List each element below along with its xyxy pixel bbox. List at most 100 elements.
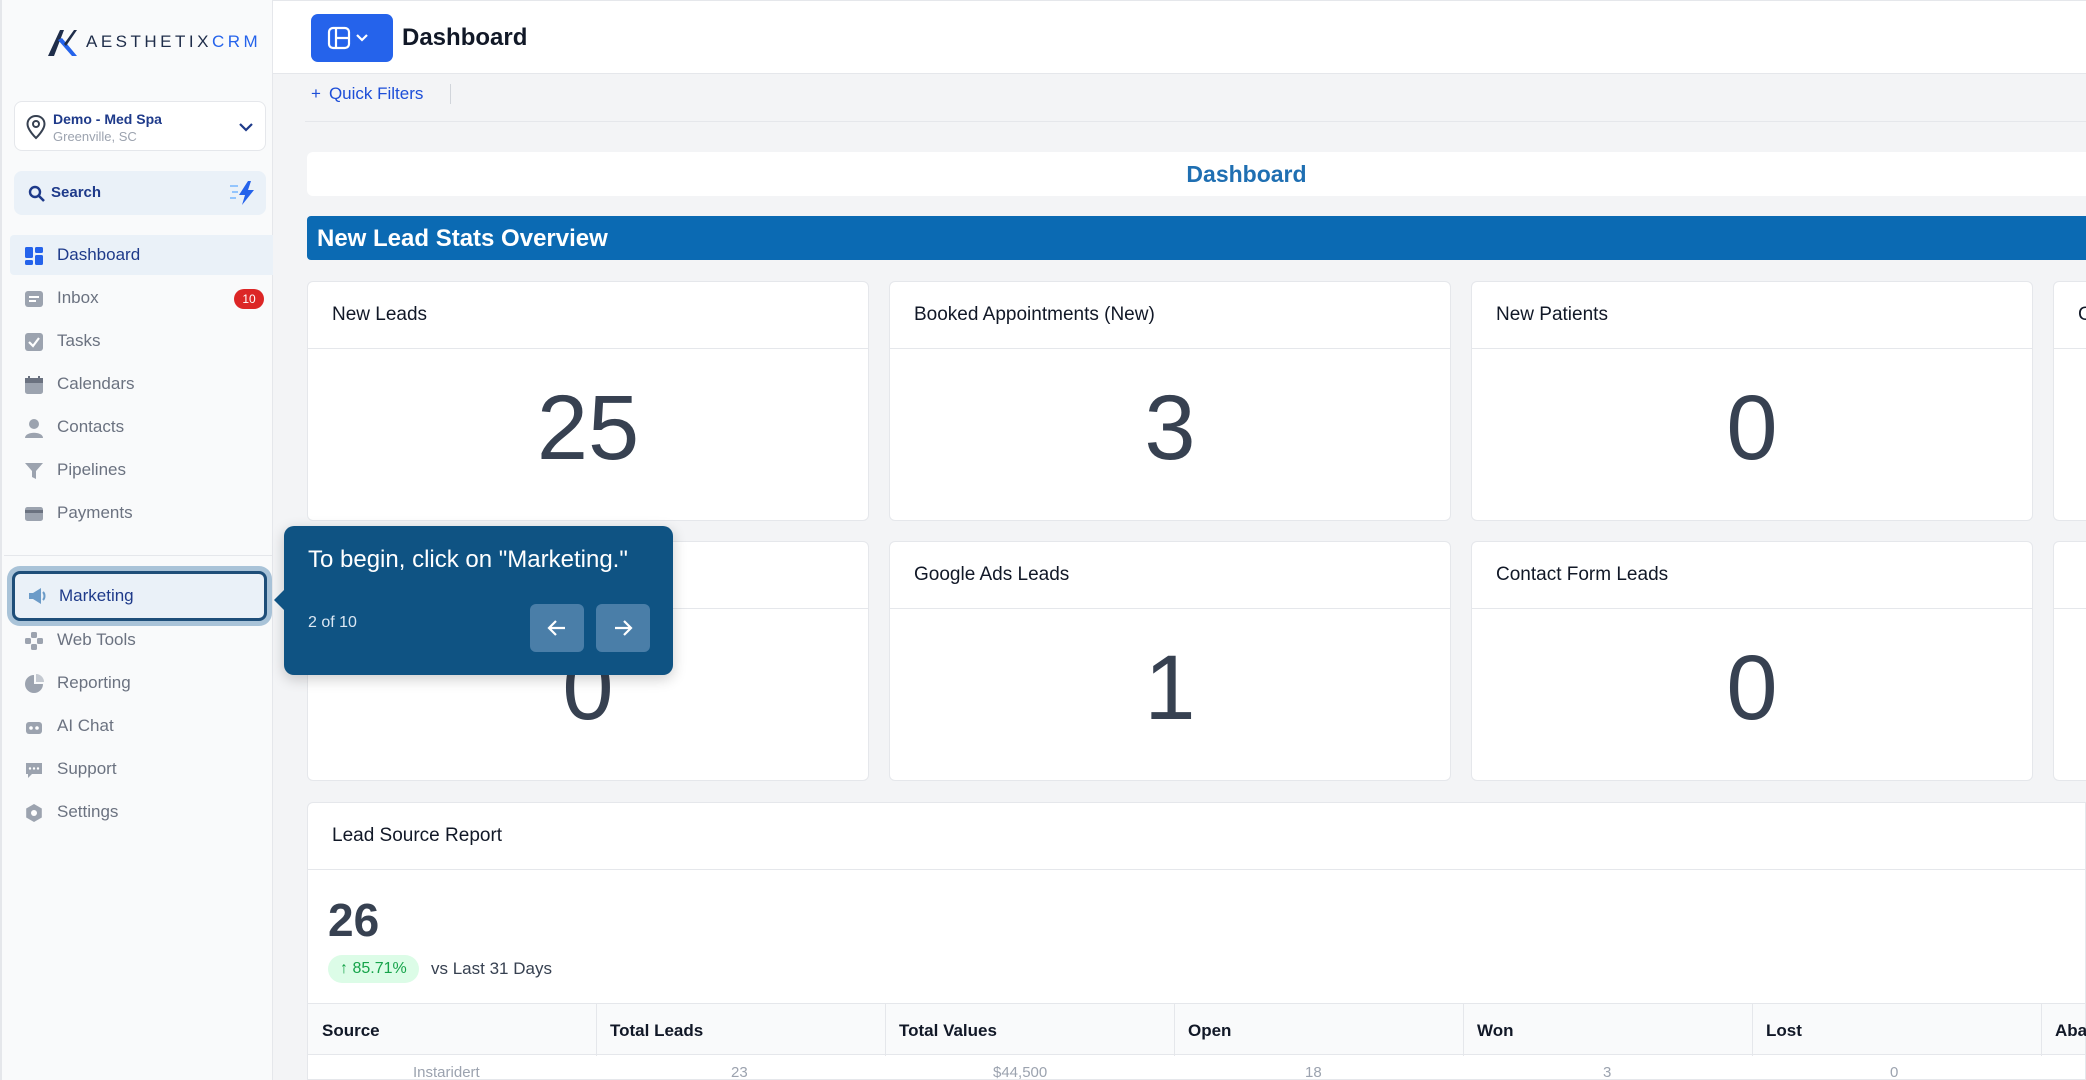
stat-card-new-patients[interactable]: New Patients 0 [1471, 281, 2033, 521]
calendar-icon [25, 376, 43, 394]
sidebar-item-label: Dashboard [57, 245, 141, 264]
brand-logo[interactable]: AESTHETIXCRM [46, 26, 261, 58]
sidebar-item-label: Web Tools [57, 630, 136, 649]
stat-card-title: Booked Appointments (New) [914, 304, 1155, 325]
map-pin-icon [26, 114, 46, 140]
stat-card-value: 0 [1726, 637, 1778, 739]
table-cell: 23 [731, 1064, 748, 1080]
section-header: New Lead Stats Overview [307, 216, 2086, 260]
layout-switcher-button[interactable] [311, 14, 393, 62]
top-bar: Dashboard [273, 0, 2086, 74]
stat-card-title: Google Ads Leads [914, 564, 1070, 585]
stat-card-booked-appointments[interactable]: Booked Appointments (New) 3 [889, 281, 1451, 521]
sidebar-item-reporting[interactable]: Reporting [10, 663, 274, 703]
stat-card-value: 3 [1144, 377, 1196, 479]
location-name: Demo - Med Spa [53, 111, 162, 127]
gear-icon [26, 804, 42, 822]
search-button[interactable]: Search [14, 171, 266, 215]
column-header-abandoned[interactable]: Aban [2055, 1021, 2086, 1040]
stat-card-partial[interactable]: C [2053, 281, 2086, 521]
brand-name: AESTHETIX [86, 32, 212, 51]
chat-bubble-icon [26, 763, 42, 778]
brand-name-accent: CRM [211, 32, 262, 51]
tour-next-button[interactable] [596, 604, 650, 652]
arrow-left-icon [547, 620, 565, 636]
sidebar-divider [4, 555, 275, 556]
column-header-lost[interactable]: Lost [1766, 1021, 1802, 1040]
robot-icon [26, 722, 42, 734]
layout-icon [327, 26, 368, 50]
filter-separator [450, 84, 451, 104]
column-header-won[interactable]: Won [1477, 1021, 1514, 1040]
column-header-source[interactable]: Source [322, 1021, 380, 1040]
table-cell: 3 [1603, 1064, 1612, 1080]
stat-card-value: 1 [1144, 637, 1196, 739]
contacts-icon [25, 419, 43, 438]
stat-card-contact-form-leads[interactable]: Contact Form Leads 0 [1471, 541, 2033, 781]
column-header-total-leads[interactable]: Total Leads [610, 1021, 704, 1040]
sidebar-item-tasks[interactable]: Tasks [10, 321, 274, 361]
report-total: 26 [328, 894, 380, 946]
stat-card-title: Contact Form Leads [1496, 564, 1669, 585]
sidebar-item-marketing[interactable]: Marketing [12, 571, 267, 621]
quick-action-bolt-icon[interactable] [228, 180, 258, 206]
tour-previous-button[interactable] [530, 604, 584, 652]
stat-card-value: 0 [1726, 377, 1778, 479]
tour-tooltip: To begin, click on "Marketing." 2 of 10 [274, 526, 673, 675]
unread-count-badge: 10 [234, 289, 264, 309]
sidebar-item-ai-chat[interactable]: AI Chat [10, 706, 274, 746]
plus-icon: + [311, 84, 321, 103]
stat-card-title: New Patients [1496, 304, 1608, 325]
inbox-icon [25, 291, 43, 307]
stat-card-value: 25 [536, 377, 640, 479]
column-header-open[interactable]: Open [1188, 1021, 1232, 1040]
stat-card-partial[interactable] [2053, 541, 2086, 781]
stat-card-new-leads[interactable]: New Leads 25 [307, 281, 869, 521]
sidebar-item-inbox[interactable]: Inbox 10 [10, 278, 274, 318]
sidebar-item-label: Reporting [57, 673, 131, 692]
sidebar-item-web-tools[interactable]: Web Tools [10, 620, 274, 660]
sidebar-item-label: Tasks [57, 331, 101, 350]
sidebar-item-payments[interactable]: Payments [10, 493, 274, 533]
sidebar-item-dashboard[interactable]: Dashboard [10, 235, 274, 275]
column-header-total-values[interactable]: Total Values [899, 1021, 997, 1040]
sidebar-item-calendars[interactable]: Calendars [10, 364, 274, 404]
filter-bar-divider [305, 121, 2086, 122]
stat-card-title: New Leads [332, 304, 428, 325]
sidebar-item-label: Pipelines [57, 460, 126, 479]
main-content: + Quick Filters Dashboard New Lead Stats … [273, 74, 2086, 1080]
pipelines-icon [25, 463, 43, 479]
sidebar-item-pipelines[interactable]: Pipelines [10, 450, 274, 490]
tasks-icon [25, 333, 43, 351]
dashboard-heading: Dashboard [1186, 161, 1307, 187]
logo-mark-icon [48, 30, 77, 56]
change-badge: ↑ 85.71% [328, 955, 419, 983]
sidebar-item-label: Payments [57, 503, 133, 522]
table-cell: 18 [1305, 1064, 1322, 1080]
stat-card-google-ads-leads[interactable]: Google Ads Leads 1 [889, 541, 1451, 781]
sidebar: AESTHETIXCRM Demo - Med Spa Greenville, … [0, 0, 275, 1080]
tooltip-step-counter: 2 of 10 [308, 614, 357, 631]
sidebar-item-support[interactable]: Support [10, 749, 274, 789]
sidebar-item-settings[interactable]: Settings [10, 792, 274, 832]
location-switcher[interactable]: Demo - Med Spa Greenville, SC [14, 101, 266, 151]
table-cell: 0 [1890, 1064, 1899, 1080]
comparison-label: vs Last 31 Days [431, 959, 552, 978]
page-title: Dashboard [402, 24, 528, 51]
sidebar-item-label: Contacts [57, 417, 125, 436]
section-title: New Lead Stats Overview [317, 225, 608, 252]
table-cell: Instaridert [413, 1064, 480, 1080]
lead-source-report: Lead Source Report 26 ↑ 85.71% vs Last 3… [307, 802, 2086, 1080]
sidebar-item-contacts[interactable]: Contacts [10, 407, 274, 447]
report-title: Lead Source Report [332, 825, 503, 846]
sidebar-item-label: Support [57, 759, 117, 778]
location-city: Greenville, SC [53, 129, 137, 144]
dashboard-title-bar: Dashboard [307, 152, 2086, 196]
sidebar-item-label: Settings [57, 802, 119, 821]
quick-filters-button[interactable]: + Quick Filters [311, 84, 423, 104]
table-row[interactable]: Instaridert 23 $44,500 18 3 0 [308, 1056, 2085, 1080]
tooltip-message: To begin, click on "Marketing." [308, 546, 628, 573]
sidebar-item-label: Inbox [57, 288, 99, 307]
dashboard-icon [25, 247, 43, 265]
payments-icon [25, 507, 43, 521]
